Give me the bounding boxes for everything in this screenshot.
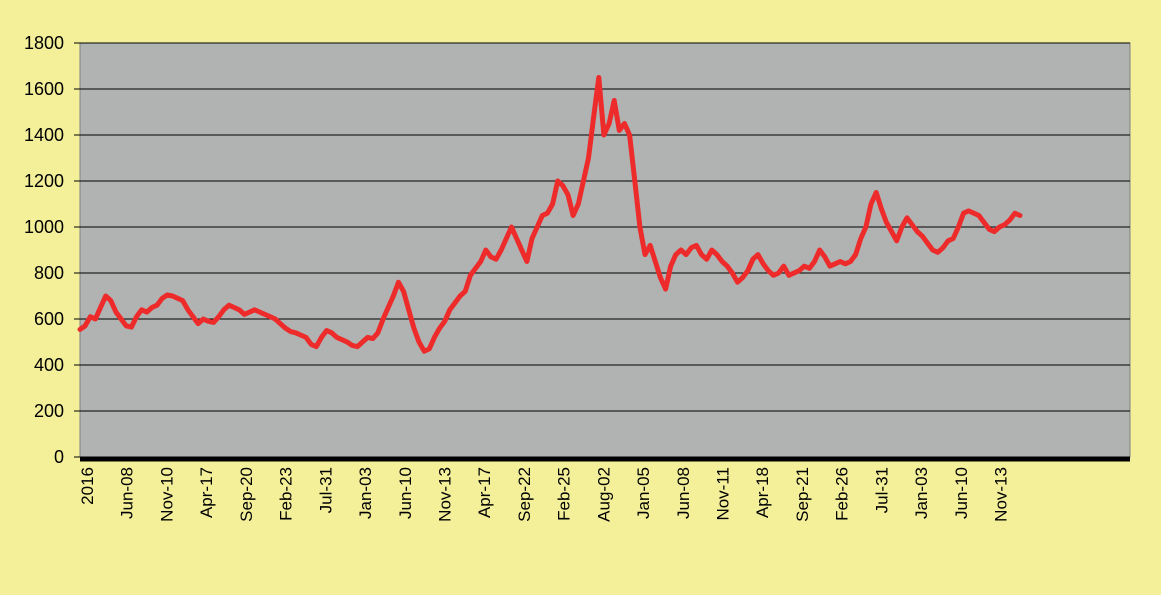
x-tick-label: Apr-17: [475, 467, 494, 518]
y-tick-label: 1200: [24, 171, 64, 191]
x-tick-label: Nov-11: [714, 467, 733, 521]
y-tick-label: 200: [34, 401, 64, 421]
y-axis-ticks: 0 200 400 600 800 1000 1200 1400 1600 1800: [24, 33, 64, 467]
y-tick-label: 1800: [24, 33, 64, 53]
x-tick-label: Jan-05: [634, 467, 653, 519]
x-tick-label: Jun-10: [952, 467, 971, 519]
x-tick-label: Jun-08: [674, 467, 693, 519]
x-tick-label: Feb-26: [833, 467, 852, 521]
x-tick-label: Jan-03: [356, 467, 375, 519]
x-axis-ticks: 2016 Jun-08 Nov-10 Apr-17 Sep-20 Feb-23 Jul-31…: [78, 467, 1011, 522]
x-tick-label: Jun-08: [118, 467, 137, 519]
plot-area: [79, 42, 1131, 458]
x-tick-label: Feb-23: [277, 467, 296, 521]
series-layer: [77, 75, 1023, 354]
x-tick-label: Apr-17: [197, 467, 216, 518]
x-tick-label: Apr-18: [753, 467, 772, 518]
x-tick-label: Jan-03: [912, 467, 931, 519]
x-tick-label: Nov-10: [157, 467, 176, 522]
y-tick-label: 800: [34, 263, 64, 283]
x-tick-label: Nov-13: [992, 467, 1011, 522]
y-tick-label: 0: [54, 447, 64, 467]
x-tick-label: Jun-10: [396, 467, 415, 519]
x-tick-label: Jul-31: [872, 467, 891, 513]
x-tick-label: Jul-31: [316, 467, 335, 513]
y-tick-label: 1600: [24, 79, 64, 99]
x-tick-label: Aug-02: [594, 467, 613, 522]
y-tick-label: 400: [34, 355, 64, 375]
x-tick-label: Sep-20: [237, 467, 256, 522]
x-tick-label: Sep-22: [515, 467, 534, 522]
y-tick-label: 600: [34, 309, 64, 329]
x-tick-label: Nov-13: [435, 467, 454, 522]
y-tick-label: 1000: [24, 217, 64, 237]
series-line: [77, 75, 1023, 354]
x-tick-label: 2016: [78, 467, 97, 505]
y-tick-label: 1400: [24, 125, 64, 145]
x-tick-label: Feb-25: [555, 467, 574, 521]
x-tick-label: Sep-21: [793, 467, 812, 522]
